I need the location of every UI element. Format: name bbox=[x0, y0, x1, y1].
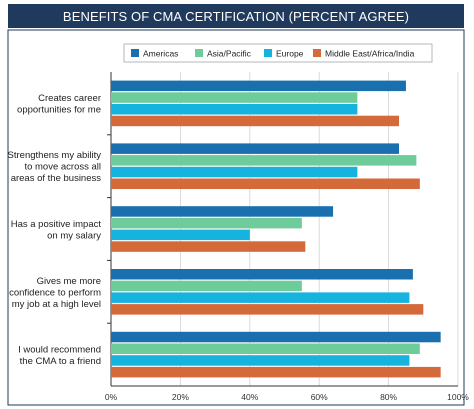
bar-1-2 bbox=[111, 166, 358, 178]
bar-4-3 bbox=[111, 366, 441, 378]
x-tick-label-3: 60% bbox=[311, 392, 328, 402]
x-tick-label-2: 40% bbox=[241, 392, 258, 402]
legend-swatch-1 bbox=[195, 49, 203, 57]
x-tick-label-4: 80% bbox=[380, 392, 397, 402]
bar-3-2 bbox=[111, 292, 410, 303]
category-label-3-1: confidence to perform bbox=[9, 287, 101, 298]
bar-1-1 bbox=[111, 155, 417, 166]
legend-swatch-2 bbox=[264, 49, 272, 57]
category-label-0-0: Creates career bbox=[38, 93, 101, 104]
legend-label-2: Europe bbox=[276, 49, 304, 59]
legend-label-0: Americas bbox=[143, 49, 178, 59]
chart-title: BENEFITS OF CMA CERTIFICATION (PERCENT A… bbox=[8, 4, 464, 28]
bar-3-0 bbox=[111, 269, 413, 280]
category-label-0-1: opportunities for me bbox=[17, 105, 101, 116]
legend-label-3: Middle East/Africa/India bbox=[325, 49, 415, 59]
category-label-1-1: to move across all bbox=[24, 162, 101, 173]
bar-0-3 bbox=[111, 115, 400, 127]
legend-swatch-3 bbox=[313, 49, 321, 57]
x-tick-label-0: 0% bbox=[105, 392, 118, 402]
bar-4-0 bbox=[111, 331, 441, 343]
category-label-1-0: Strengthens my ability bbox=[8, 150, 102, 161]
bar-0-0 bbox=[111, 80, 406, 92]
bar-1-0 bbox=[111, 143, 400, 154]
category-label-1-2: areas of the business bbox=[11, 173, 102, 184]
x-tick-label-1: 20% bbox=[172, 392, 189, 402]
bar-2-0 bbox=[111, 206, 334, 217]
bar-4-1 bbox=[111, 343, 420, 354]
bar-2-2 bbox=[111, 229, 250, 241]
bar-0-1 bbox=[111, 92, 358, 103]
bar-4-2 bbox=[111, 355, 410, 366]
bar-2-1 bbox=[111, 217, 302, 229]
category-label-3-0: Gives me more bbox=[37, 276, 101, 287]
category-label-4-1: the CMA to a friend bbox=[20, 356, 101, 367]
legend-box bbox=[123, 43, 433, 63]
legend-label-1: Asia/Pacific bbox=[207, 49, 252, 59]
category-label-4-0: I would recommend bbox=[18, 344, 101, 355]
category-label-3-2: my job at a high level bbox=[12, 299, 101, 310]
bar-3-1 bbox=[111, 280, 302, 292]
chart-border bbox=[7, 29, 465, 406]
category-label-2-0: Has a positive impact bbox=[11, 219, 102, 230]
bar-0-2 bbox=[111, 104, 358, 115]
bar-1-3 bbox=[111, 178, 420, 189]
x-tick-label-5: 100% bbox=[447, 392, 469, 402]
category-label-2-1: on my salary bbox=[47, 230, 101, 241]
legend-swatch-0 bbox=[131, 49, 139, 57]
bar-2-3 bbox=[111, 241, 306, 252]
bar-3-3 bbox=[111, 304, 424, 315]
